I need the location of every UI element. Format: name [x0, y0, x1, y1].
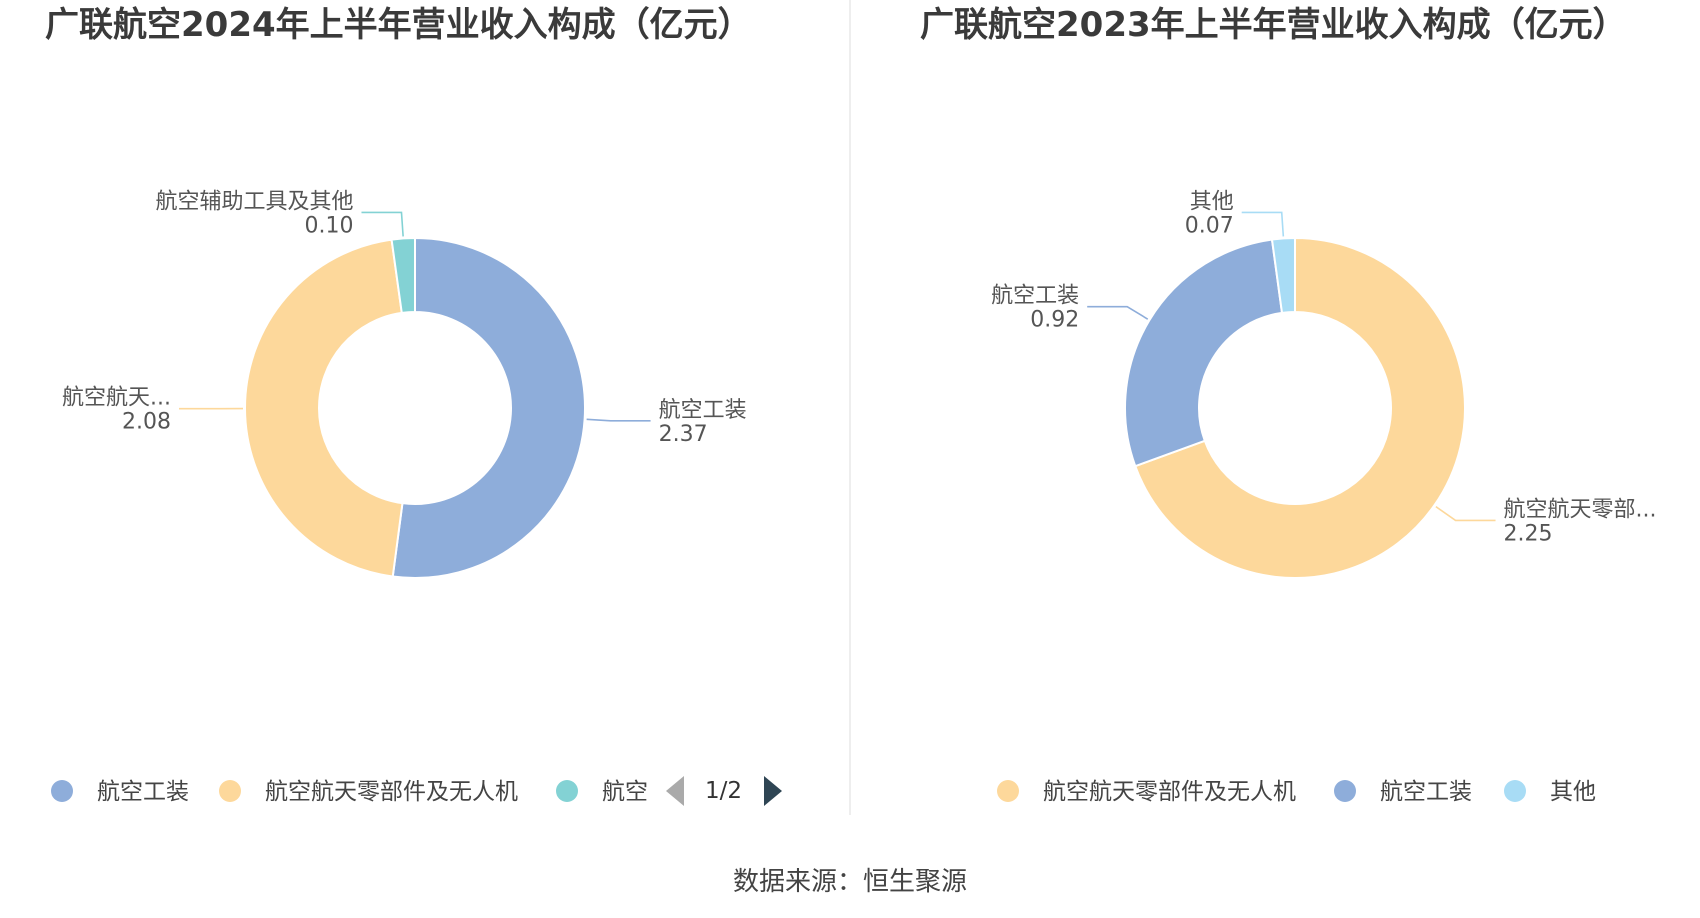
slice-label-2024-2: 航空辅助工具及其他 [155, 189, 353, 214]
legend-marker-2023-0[interactable] [997, 780, 1019, 802]
chart-title-2023: 广联航空2023年上半年营业收入构成（亿元） [920, 5, 1627, 45]
pager-next-icon[interactable] [764, 776, 782, 806]
legend-marker-2023-2[interactable] [1504, 780, 1526, 802]
legend-marker-2023-1[interactable] [1334, 780, 1356, 802]
data-source: 数据来源：恒生聚源 [733, 867, 967, 897]
slice-value-2024-1: 2.08 [122, 410, 171, 435]
slice-value-2023-2: 0.07 [1185, 213, 1234, 238]
legend-label-2024-0[interactable]: 航空工装 [97, 779, 189, 805]
pager-prev-icon[interactable] [666, 776, 684, 806]
legend-2024: 航空工装 航空航天零部件及无人机 航空 [51, 779, 648, 805]
legend-label-2024-1[interactable]: 航空航天零部件及无人机 [265, 779, 518, 805]
slice-value-2024-2: 0.10 [304, 213, 353, 238]
leader-line-2023-1 [1087, 305, 1149, 320]
legend-2023: 航空航天零部件及无人机 航空工装 其他 [997, 779, 1596, 805]
slice-2024-0[interactable] [391, 236, 587, 579]
slice-2023-1[interactable] [1124, 238, 1284, 468]
legend-label-2023-1[interactable]: 航空工装 [1380, 779, 1472, 805]
slice-label-2024-0: 航空工装 [659, 398, 747, 423]
slice-value-2024-0: 2.37 [659, 422, 708, 447]
slice-label-2023-0: 航空航天零部... [1504, 497, 1657, 522]
slice-label-2024-1: 航空航天... [62, 386, 171, 411]
legend-label-2023-0[interactable]: 航空航天零部件及无人机 [1043, 779, 1296, 805]
slice-2023-2[interactable] [1270, 236, 1296, 315]
slice-2024-1[interactable] [244, 238, 404, 578]
legend-label-2023-2[interactable]: 其他 [1550, 779, 1596, 805]
slice-value-2023-0: 2.25 [1504, 521, 1553, 546]
legend-marker-2024-1[interactable] [219, 780, 241, 802]
slice-label-2023-1: 航空工装 [991, 284, 1079, 309]
slice-label-2023-2: 其他 [1190, 189, 1234, 214]
slice-2023-0[interactable] [1133, 236, 1466, 579]
leader-line-2024-2 [361, 211, 404, 237]
slice-value-2023-1: 0.92 [1030, 308, 1079, 333]
legend-label-2024-2[interactable]: 航空 [602, 779, 648, 805]
chart-title-2024: 广联航空2024年上半年营业收入构成（亿元） [45, 5, 752, 45]
legend-marker-2024-2[interactable] [556, 780, 578, 802]
pager-label: 1/2 [705, 778, 742, 804]
leader-line-2024-0 [586, 418, 651, 422]
leader-line-2023-0 [1435, 505, 1496, 522]
slice-2024-2[interactable] [390, 236, 416, 315]
legend-marker-2024-0[interactable] [51, 780, 73, 802]
leader-line-2023-2 [1241, 211, 1285, 237]
